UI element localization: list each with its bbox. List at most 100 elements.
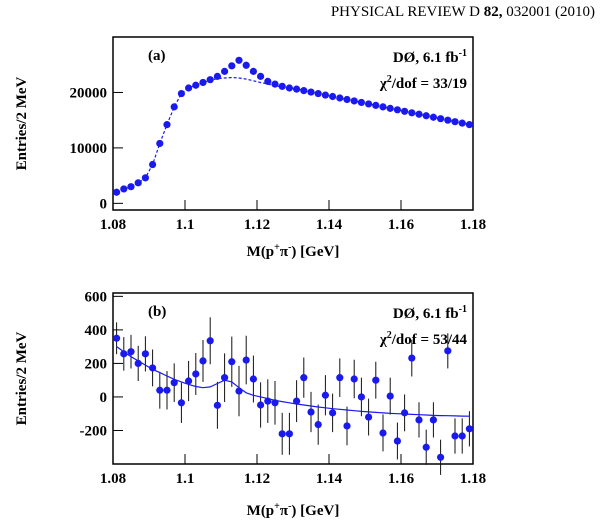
data-point xyxy=(213,401,221,409)
data-point xyxy=(141,350,149,358)
label-part: ) [GeV] xyxy=(291,244,339,260)
y-tick-label: 10000 xyxy=(70,141,108,157)
superscript: - xyxy=(288,501,291,512)
x-tick-label: 1.18 xyxy=(460,217,486,233)
data-point xyxy=(329,409,337,417)
data-point xyxy=(386,104,394,112)
x-axis-label: M(p+π-) [GeV] xyxy=(247,501,340,519)
data-point xyxy=(357,393,365,401)
data-point xyxy=(249,67,257,75)
citation: 032001 (2010) xyxy=(506,4,595,20)
data-point xyxy=(321,91,329,99)
data-point xyxy=(156,139,164,148)
data-point xyxy=(343,422,351,430)
y-axis-label: Entries/2 MeV xyxy=(14,331,30,425)
x-tick-label: 1.14 xyxy=(316,471,343,487)
data-point xyxy=(307,88,315,96)
data-point xyxy=(249,375,257,383)
x-tick-label: 1.14 xyxy=(316,217,343,233)
data-point xyxy=(177,399,185,407)
data-point xyxy=(293,85,301,93)
superscript: -1 xyxy=(459,304,467,315)
plot-frame xyxy=(112,36,474,211)
annotation-text: /dof = 53/44 xyxy=(391,332,468,348)
data-point xyxy=(415,110,423,118)
superscript: + xyxy=(274,242,280,253)
data-point xyxy=(336,94,344,102)
fit-curve xyxy=(116,346,470,417)
data-point xyxy=(206,337,214,345)
data-point xyxy=(429,416,437,424)
data-point xyxy=(199,78,207,87)
data-point xyxy=(401,107,409,115)
label-part: ) [GeV] xyxy=(291,503,339,519)
data-point xyxy=(307,408,315,416)
plot-frame xyxy=(112,292,474,465)
annotation-text: DØ, 6.1 fb xyxy=(393,50,459,66)
y-tick-label: 0 xyxy=(100,196,108,212)
fit-curve xyxy=(116,76,470,193)
superscript: 2 xyxy=(387,74,392,85)
annotation: DØ, 6.1 fb-1 xyxy=(393,48,467,66)
data-point xyxy=(465,425,473,433)
x-tick-label: 1.16 xyxy=(388,217,415,233)
label-part: M(p xyxy=(247,503,275,519)
x-tick-label: 1.18 xyxy=(460,471,486,487)
data-point xyxy=(228,358,236,366)
data-point xyxy=(221,374,229,382)
data-point xyxy=(451,432,459,440)
data-point xyxy=(120,350,128,358)
superscript: - xyxy=(288,242,291,253)
data-point xyxy=(235,56,243,64)
superscript: + xyxy=(274,501,280,512)
y-tick-label: 0 xyxy=(100,390,108,406)
volume: 82, xyxy=(484,4,503,20)
data-point xyxy=(285,430,293,438)
x-tick-label: 1.12 xyxy=(244,471,270,487)
data-point xyxy=(365,413,373,421)
y-tick-label: 20000 xyxy=(70,85,108,101)
data-point xyxy=(242,61,250,69)
data-point xyxy=(257,401,265,409)
data-point xyxy=(163,386,171,394)
annotation-text: DØ, 6.1 fb xyxy=(393,306,459,322)
annotation: DØ, 6.1 fb-1 xyxy=(393,304,467,322)
data-point xyxy=(437,453,445,461)
annotation: χ2/dof = 53/44 xyxy=(379,330,468,348)
data-point xyxy=(170,379,178,387)
data-point xyxy=(401,409,409,417)
x-tick-label: 1.08 xyxy=(100,217,126,233)
data-point xyxy=(314,421,322,429)
data-point xyxy=(228,62,236,70)
superscript: -1 xyxy=(459,48,467,59)
data-point xyxy=(422,443,430,451)
y-tick-label: -200 xyxy=(80,423,108,439)
data-point xyxy=(465,121,473,129)
x-tick-label: 1.1 xyxy=(176,217,195,233)
data-point xyxy=(321,391,329,399)
x-tick-label: 1.08 xyxy=(100,471,126,487)
panel-label: (b) xyxy=(148,304,166,320)
label-part: M(p xyxy=(247,244,275,260)
data-point xyxy=(300,374,308,382)
running-header: PHYSICAL REVIEW D 82, 032001 (2010) xyxy=(331,4,595,20)
data-point xyxy=(458,119,466,127)
data-point xyxy=(221,67,229,75)
data-point xyxy=(199,357,207,365)
x-tick-label: 1.12 xyxy=(244,217,270,233)
data-point xyxy=(127,348,135,356)
data-point xyxy=(350,375,358,383)
x-tick-label: 1.1 xyxy=(176,471,195,487)
data-point xyxy=(444,347,452,355)
data-point xyxy=(293,397,301,405)
data-point xyxy=(393,437,401,445)
annotation: χ2/dof = 33/19 xyxy=(379,74,467,92)
data-point xyxy=(379,429,387,437)
data-point xyxy=(170,103,178,111)
data-point xyxy=(235,387,243,395)
y-tick-label: 400 xyxy=(85,323,108,339)
annotation-text: χ xyxy=(379,332,388,348)
data-point xyxy=(372,101,380,109)
data-point xyxy=(444,116,452,124)
annotation-text: /dof = 33/19 xyxy=(391,76,467,92)
